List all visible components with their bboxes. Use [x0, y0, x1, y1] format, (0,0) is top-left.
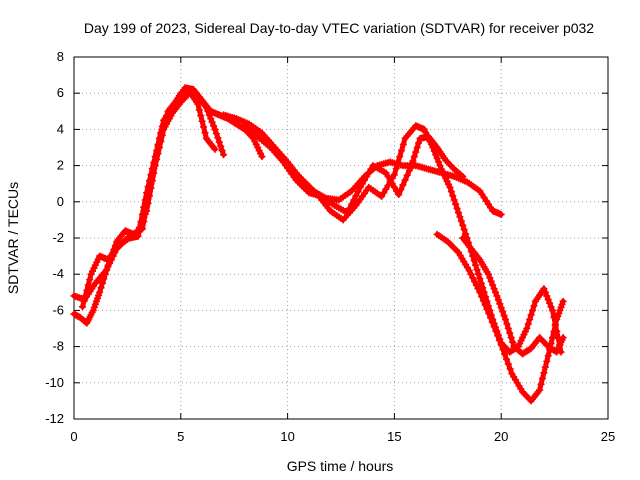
grid-layer — [74, 57, 608, 419]
y-tick-label: -10 — [45, 375, 64, 390]
x-tick-label: 0 — [70, 429, 77, 444]
x-tick-label: 20 — [494, 429, 508, 444]
x-tick-label: 5 — [177, 429, 184, 444]
y-tick-label: -6 — [52, 302, 64, 317]
x-tick-label: 25 — [601, 429, 615, 444]
y-tick-label: 6 — [57, 85, 64, 100]
y-tick-label: 4 — [57, 121, 64, 136]
chart-title: Day 199 of 2023, Sidereal Day-to-day VTE… — [84, 20, 594, 36]
y-tick-label: 0 — [57, 194, 64, 209]
x-tick-label: 15 — [387, 429, 401, 444]
y-tick-label: -4 — [52, 266, 64, 281]
y-tick-label: 8 — [57, 49, 64, 64]
tick-layer: 0 5 10 15 20 2586420-2-4-6-8-10-12 — [45, 49, 615, 444]
satellite-track-7 — [434, 231, 567, 405]
y-tick-label: -8 — [52, 339, 64, 354]
y-tick-label: -2 — [52, 230, 64, 245]
y-tick-label: 2 — [57, 158, 64, 173]
y-axis-label: SDTVAR / TECUs — [5, 182, 21, 294]
sdtvar-chart: 0 5 10 15 20 2586420-2-4-6-8-10-12 Day 199 of… — [0, 0, 640, 480]
x-axis-label: GPS time / hours — [287, 458, 394, 474]
x-tick-label: 10 — [280, 429, 294, 444]
series-layer — [71, 84, 567, 404]
y-tick-label: -12 — [45, 411, 64, 426]
